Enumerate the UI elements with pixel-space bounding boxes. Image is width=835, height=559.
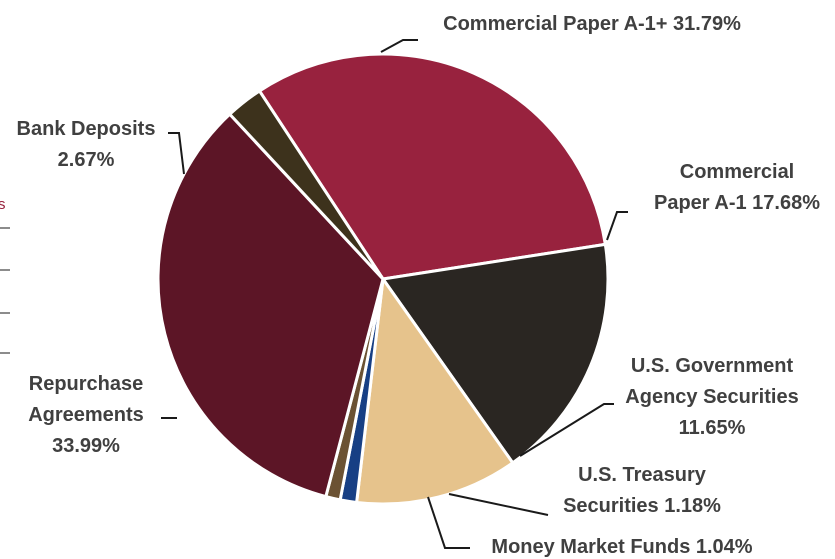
slice-label-line: 2.67% bbox=[58, 149, 115, 171]
leader-line bbox=[606, 211, 628, 241]
slice-label-line: Commercial Paper A-1+ 31.79% bbox=[443, 13, 741, 35]
slice-label-line: Agreements bbox=[28, 404, 144, 426]
pie-slice-repurchase-agreements bbox=[156, 112, 385, 499]
slice-label-line: Money Market Funds 1.04% bbox=[491, 536, 752, 558]
slice-label-line: U.S. Treasury bbox=[578, 464, 707, 486]
leader-line bbox=[519, 403, 614, 457]
cropped-left-edge: s bbox=[0, 196, 10, 354]
slice-label-line: Bank Deposits bbox=[17, 118, 156, 140]
slice-label: Repurchase Agreements 33.99% bbox=[28, 373, 144, 457]
slice-label: U.S. Government Agency Securities 11.65% bbox=[625, 355, 798, 439]
slice-label: Commercial Paper A-1+ 31.79% bbox=[443, 13, 741, 35]
leader-line bbox=[380, 39, 418, 53]
slice-label-line: Agency Securities bbox=[625, 386, 798, 408]
slice-label-line: Repurchase bbox=[29, 373, 144, 395]
slice-label-line: 33.99% bbox=[52, 435, 120, 457]
pie-slice-u-s-government-agency-securities bbox=[354, 274, 515, 506]
leader-line bbox=[448, 493, 549, 516]
slice-label: U.S. Treasury Securities 1.18% bbox=[563, 464, 721, 517]
leader-line bbox=[168, 132, 185, 175]
slice-label-line: 11.65% bbox=[679, 417, 746, 439]
slice-label-line: U.S. Government bbox=[631, 355, 794, 377]
slice-label: Bank Deposits 2.67% bbox=[17, 118, 156, 171]
leader-line bbox=[427, 496, 470, 549]
slice-label: Money Market Funds 1.04% bbox=[491, 536, 752, 558]
slice-label-line: Securities 1.18% bbox=[563, 495, 721, 517]
slice-label: Commercial Paper A-1 17.68% bbox=[654, 161, 820, 214]
slice-label-line: Commercial bbox=[680, 161, 795, 183]
pie-slice-commercial-paper-a-1 bbox=[257, 52, 608, 281]
cropped-text-fragment: s bbox=[0, 196, 6, 213]
slice-label-line: Paper A-1 17.68% bbox=[654, 192, 820, 214]
pie-slice-bank-deposits bbox=[227, 88, 385, 281]
